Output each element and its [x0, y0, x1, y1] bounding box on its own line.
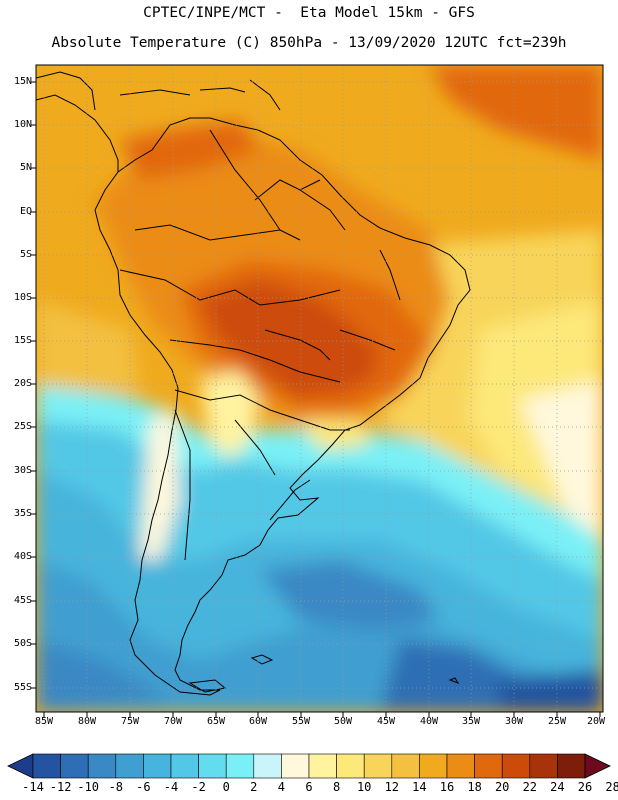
colorbar-label: -6 [136, 780, 151, 794]
lat-label-5n: 5N [19, 162, 32, 173]
colorbar-label: 28 [605, 780, 618, 794]
colorbar-cell [336, 753, 365, 779]
colorbar-label: 20 [494, 780, 510, 794]
lon-label-65w: 65W [206, 716, 226, 727]
colorbar-cell [391, 753, 420, 779]
colorbar-left-arrow-icon [7, 753, 34, 779]
lat-label-5s: 5S [19, 249, 32, 260]
axis-ticks [31, 81, 601, 717]
lat-label-50s: 50S [13, 638, 32, 649]
colorbar-label: -4 [163, 780, 179, 794]
colorbar-label: 4 [277, 780, 285, 794]
lon-label-55w: 55W [291, 716, 311, 727]
lat-label-45s: 45S [13, 595, 32, 606]
colorbar-label: -8 [108, 780, 124, 794]
lat-label-25s: 25S [13, 421, 32, 432]
colorbar-label: 6 [305, 780, 313, 794]
colorbar-right-arrow-icon [584, 753, 611, 779]
lon-label-30w: 30W [504, 716, 524, 727]
colorbar-cell [60, 753, 89, 779]
colorbar-label: 0 [222, 780, 230, 794]
lat-label-15s: 15S [13, 335, 32, 346]
colorbar-cell [446, 753, 475, 779]
colorbar-label: 24 [550, 780, 565, 794]
lat-label-eq: EQ [19, 206, 32, 217]
lon-label-35w: 35W [461, 716, 481, 727]
colorbar-label: 18 [467, 780, 482, 794]
graticule [36, 65, 603, 712]
colorbar-cell [529, 753, 558, 779]
coastlines-and-borders [36, 71, 471, 696]
colorbar-cell [363, 753, 393, 779]
lon-label-20w: 20W [586, 716, 606, 727]
map-frame [35, 64, 604, 713]
colorbar-cell [170, 753, 199, 779]
colorbar-label: -14 [22, 780, 44, 794]
colorbar-label: 12 [384, 780, 400, 794]
colorbar-label: 14 [412, 780, 427, 794]
colorbar-label: 8 [332, 780, 341, 794]
lat-label-40s: 40S [13, 551, 32, 562]
colorbar-label: 16 [439, 780, 455, 794]
lon-label-25w: 25W [547, 716, 567, 727]
colorbar-cell [115, 753, 144, 779]
colorbar-cell [419, 753, 448, 779]
colorbar-label: -12 [49, 780, 72, 794]
lon-label-80w: 80W [77, 716, 97, 727]
colorbar-label: -2 [191, 780, 206, 794]
colorbar-label: 2 [250, 780, 258, 794]
colorbar-cell [32, 753, 61, 779]
colorbar-cell [308, 753, 337, 779]
lon-label-85w: 85W [34, 716, 54, 727]
colorbar-label: 26 [577, 780, 593, 794]
colorbar-cell [225, 753, 255, 779]
colorbar-cell [501, 753, 531, 779]
lat-label-35s: 35S [13, 508, 32, 519]
colorbar-cell [474, 753, 503, 779]
chart-title-line-2: Absolute Temperature (C) 850hPa - 13/09/… [51, 35, 567, 51]
lat-label-15n: 15N [13, 76, 32, 87]
lon-label-40w: 40W [419, 716, 439, 727]
colorbar-cells [32, 753, 586, 779]
colorbar-cell [143, 753, 172, 779]
lat-label-30s: 30S [13, 465, 32, 476]
colorbar-cell [87, 753, 117, 779]
colorbar-cell [281, 753, 310, 779]
colorbar-label: 22 [522, 780, 538, 794]
lat-label-10n: 10N [13, 119, 32, 130]
temperature-field [36, 65, 603, 712]
lon-label-75w: 75W [120, 716, 140, 727]
lon-label-60w: 60W [248, 716, 268, 727]
lon-label-50w: 50W [333, 716, 353, 727]
lat-label-55s: 55S [13, 682, 32, 693]
lon-label-45w: 45W [376, 716, 396, 727]
lat-label-10s: 10S [13, 292, 32, 303]
colorbar-cell [253, 753, 282, 779]
colorbar-cell [557, 753, 586, 779]
colorbar-cell [198, 753, 227, 779]
colorbar [7, 753, 611, 779]
colorbar-label: 10 [356, 780, 372, 794]
lat-label-20s: 20S [13, 378, 32, 389]
chart-title-line-1: CPTEC/INPE/MCT - Eta Model 15km - GFS [143, 5, 475, 21]
colorbar-label: -10 [77, 780, 100, 794]
lon-label-70w: 70W [163, 716, 183, 727]
